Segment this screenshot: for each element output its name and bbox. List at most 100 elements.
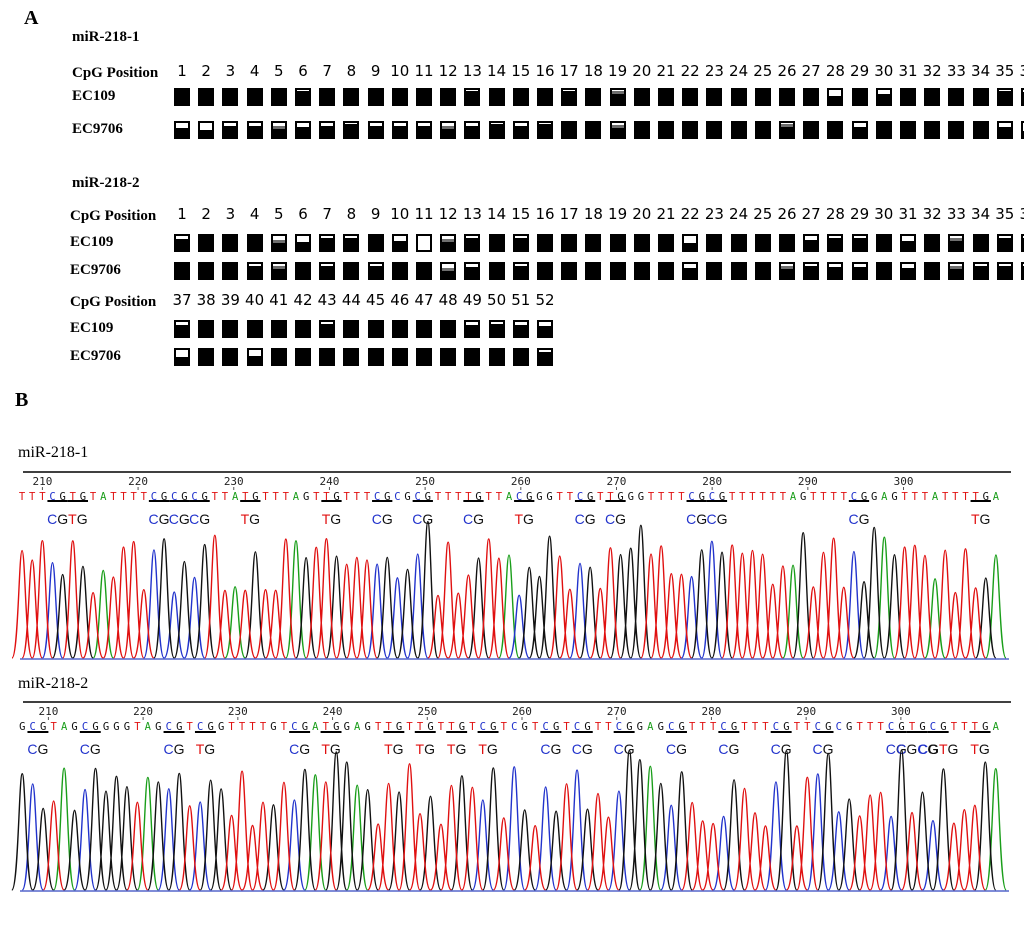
base-call: T	[689, 721, 696, 733]
base-call: C	[394, 491, 400, 503]
methylation-box	[754, 262, 771, 280]
cpg-call-label: CGCG	[896, 741, 938, 757]
base-call: G	[475, 491, 481, 503]
partial-fill	[950, 266, 963, 269]
base-call: G	[202, 491, 208, 503]
sequence-position-number: 220	[133, 705, 153, 718]
unmethylated-fill	[321, 236, 334, 238]
base-call: G	[679, 721, 685, 733]
base-call: G	[584, 721, 590, 733]
methylation-box	[246, 320, 263, 338]
methylation-box	[948, 88, 965, 106]
cpg-position-number: 14	[487, 205, 507, 223]
methylation-box	[706, 121, 723, 139]
cpg-position-number: 51	[511, 291, 531, 309]
unmethylated-fill	[418, 123, 430, 126]
cpg-position-number: 29	[850, 205, 870, 223]
methylation-box	[682, 234, 699, 252]
methylation-box	[803, 262, 820, 280]
base-call: C	[151, 491, 157, 503]
base-call: T	[901, 491, 908, 503]
cpg-position-number: 36	[1017, 207, 1024, 222]
base-call: T	[29, 491, 36, 503]
methylation-box	[343, 320, 360, 338]
cpg-call-label: TG	[322, 511, 341, 527]
methylation-box	[440, 262, 457, 280]
cpg-position-number: 15	[511, 62, 531, 80]
partial-fill	[272, 126, 285, 129]
base-call: G	[637, 721, 643, 733]
trace-g-channel	[51, 520, 997, 659]
cpg-position-number: 16	[535, 62, 555, 80]
methylation-box	[996, 121, 1013, 139]
cpg-position-number: 20	[632, 62, 652, 80]
cpg-position-number: 8	[346, 62, 357, 80]
base-call: C	[720, 721, 726, 733]
cpg-call-label: CG	[540, 741, 561, 757]
methylation-box	[319, 121, 336, 139]
base-call: C	[688, 491, 694, 503]
methylation-box	[464, 88, 481, 106]
sequence-position-number: 250	[417, 705, 437, 718]
sequence-position-number: 290	[798, 475, 818, 488]
base-call: T	[364, 491, 371, 503]
base-call: T	[323, 491, 330, 503]
unmethylated-fill	[466, 322, 479, 325]
methylation-box	[367, 348, 384, 366]
cpg-call-label: CG	[706, 511, 727, 527]
methylation-box	[270, 121, 287, 139]
base-call: A	[232, 491, 239, 503]
methylation-box	[900, 88, 916, 106]
methylation-box	[730, 234, 747, 252]
sequence-position-number: 240	[320, 475, 340, 488]
methylation-box	[561, 262, 578, 280]
base-call: T	[658, 491, 665, 503]
cpg-position-label: CpG Position	[70, 294, 157, 310]
unmethylated-fill	[272, 123, 285, 126]
methylation-box	[827, 262, 844, 280]
cpg-position-number: 48	[438, 291, 458, 309]
base-call: G	[982, 721, 988, 733]
base-call: T	[313, 491, 320, 503]
unmethylated-fill	[369, 264, 382, 266]
base-call: T	[19, 491, 26, 503]
base-call: T	[867, 721, 874, 733]
unmethylated-fill	[611, 90, 624, 91]
base-call: C	[415, 491, 421, 503]
methylation-box	[537, 121, 553, 139]
methylation-box	[488, 348, 505, 366]
base-call: T	[962, 491, 969, 503]
base-call: G	[396, 721, 402, 733]
cpg-position-number: 30	[874, 62, 894, 80]
base-call: T	[759, 491, 766, 503]
methylation-box	[174, 320, 190, 338]
cpg-position-number: 27	[801, 205, 821, 223]
methylation-box	[174, 121, 190, 139]
methylation-box	[803, 88, 820, 106]
methylation-box	[851, 121, 868, 139]
trace-g-channel	[11, 749, 997, 891]
unmethylated-fill	[514, 236, 527, 238]
methylation-box	[633, 88, 650, 106]
unmethylated-fill	[321, 264, 334, 266]
unmethylated-fill	[974, 264, 987, 266]
base-call: T	[486, 491, 493, 503]
cpg-position-number: 21	[656, 62, 676, 80]
cpg-position-number: 31	[898, 62, 918, 80]
base-call: A	[354, 721, 361, 733]
methylation-box	[270, 320, 287, 338]
base-call: A	[993, 721, 1000, 733]
base-call: G	[983, 491, 989, 503]
panel-a-label: A	[24, 7, 39, 29]
methylation-box	[222, 348, 239, 366]
unmethylated-fill	[539, 123, 551, 124]
methylation-box	[658, 121, 674, 139]
methylation-box	[609, 262, 626, 280]
base-call: C	[709, 491, 715, 503]
base-call: G	[181, 491, 187, 503]
methylation-box	[440, 234, 457, 252]
methylation-box	[900, 262, 916, 280]
cpg-position-number: 33	[946, 205, 966, 223]
methylation-box	[875, 262, 892, 280]
unmethylated-fill	[321, 322, 334, 324]
